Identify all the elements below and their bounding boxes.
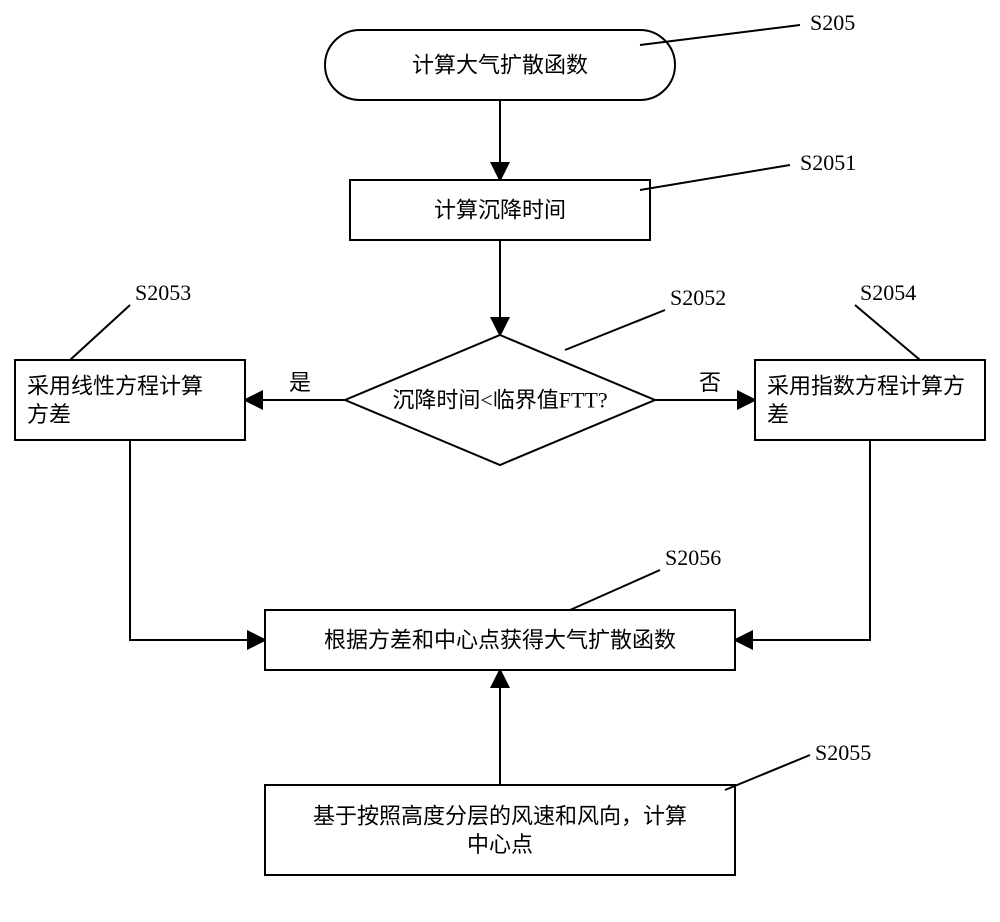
- tag-label: S2052: [670, 285, 726, 310]
- node-label: 采用线性方程计算: [27, 373, 203, 398]
- node-label: 计算沉降时间: [434, 198, 566, 223]
- tag-leader: [725, 755, 810, 790]
- node-label: 方差: [27, 402, 71, 427]
- node-s2053: 采用线性方程计算方差: [15, 360, 245, 440]
- node-label: 计算大气扩散函数: [412, 53, 588, 78]
- tag-leader: [640, 165, 790, 190]
- tag-label: S2051: [800, 150, 856, 175]
- node-label: 差: [767, 402, 789, 427]
- edge: [130, 440, 265, 640]
- tag-leader: [70, 305, 130, 360]
- node-start: 计算大气扩散函数: [325, 30, 675, 100]
- flowchart-canvas: 是否计算大气扩散函数计算沉降时间沉降时间<临界值FTT?采用线性方程计算方差采用…: [0, 0, 1000, 917]
- tag-label: S2056: [665, 545, 721, 570]
- node-s2056: 根据方差和中心点获得大气扩散函数: [265, 610, 735, 670]
- tag-leader: [565, 310, 665, 350]
- edge-label: 否: [699, 370, 721, 395]
- node-label: 采用指数方程计算方: [767, 373, 965, 398]
- tag-label: S2053: [135, 280, 191, 305]
- node-label: 沉降时间<临界值FTT?: [392, 388, 607, 413]
- node-label: 中心点: [467, 832, 533, 857]
- node-s2054: 采用指数方程计算方差: [755, 360, 985, 440]
- edge: [735, 440, 870, 640]
- tag-label: S205: [810, 10, 855, 35]
- node-s2052: 沉降时间<临界值FTT?: [345, 335, 655, 465]
- tag-leader: [640, 25, 800, 45]
- node-s2055: 基于按照高度分层的风速和风向，计算中心点: [265, 785, 735, 875]
- tag-label: S2055: [815, 740, 871, 765]
- tag-leader: [570, 570, 660, 610]
- node-s2051: 计算沉降时间: [350, 180, 650, 240]
- tag-leader: [855, 305, 920, 360]
- tag-label: S2054: [860, 280, 916, 305]
- node-label: 根据方差和中心点获得大气扩散函数: [324, 628, 676, 653]
- node-label: 基于按照高度分层的风速和风向，计算: [313, 803, 687, 828]
- edge-label: 是: [289, 370, 311, 395]
